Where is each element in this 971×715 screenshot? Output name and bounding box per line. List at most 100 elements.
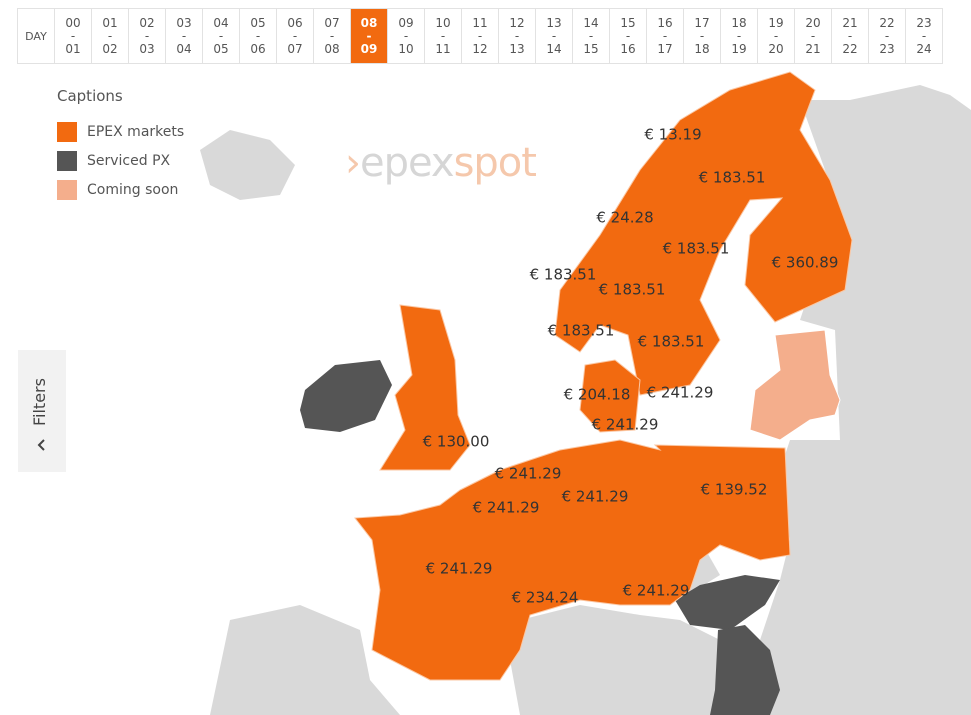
hour-slot[interactable]: 16-17 <box>646 9 683 63</box>
slot-start: 13 <box>546 15 562 30</box>
price-label: € 130.00 <box>423 433 490 451</box>
slot-end: 14 <box>546 41 562 56</box>
slot-end: 05 <box>213 41 229 56</box>
price-label: € 241.29 <box>623 582 690 600</box>
hour-slot[interactable]: 22-23 <box>868 9 905 63</box>
legend-label: Serviced PX <box>87 152 171 169</box>
slot-end: 20 <box>768 41 784 56</box>
hour-slot[interactable]: 12-13 <box>498 9 535 63</box>
slot-separator: - <box>107 28 113 43</box>
hour-slot[interactable]: 02-03 <box>128 9 165 63</box>
slot-start: 18 <box>731 15 747 30</box>
slot-end: 07 <box>287 41 303 56</box>
market-region <box>579 359 641 433</box>
slot-separator: - <box>551 28 557 43</box>
hour-slot[interactable]: 13-14 <box>535 9 572 63</box>
market-region <box>379 304 471 471</box>
slot-start: 03 <box>176 15 192 30</box>
slot-end: 02 <box>102 41 118 56</box>
hour-slot[interactable]: 10-11 <box>424 9 461 63</box>
hour-slot[interactable]: 14-15 <box>572 9 609 63</box>
slot-end: 10 <box>398 41 414 56</box>
hour-slot[interactable]: 06-07 <box>276 9 313 63</box>
hour-slot[interactable]: 23-24 <box>905 9 942 63</box>
hour-slot[interactable]: 18-19 <box>720 9 757 63</box>
hour-slot[interactable]: 08-09 <box>350 9 387 63</box>
price-label: € 183.51 <box>530 266 597 284</box>
serviced-region <box>300 360 392 432</box>
slot-end: 03 <box>139 41 155 56</box>
epex-markets <box>354 71 853 681</box>
slot-separator: - <box>921 28 927 43</box>
price-label: € 234.24 <box>512 589 579 607</box>
slot-start: 22 <box>879 15 895 30</box>
hour-slot[interactable]: 19-20 <box>757 9 794 63</box>
hour-slot[interactable]: 00-01 <box>54 9 91 63</box>
slot-start: 12 <box>509 15 525 30</box>
slot-separator: - <box>366 28 372 43</box>
hour-slot[interactable]: 01-02 <box>91 9 128 63</box>
slot-separator: - <box>588 28 594 43</box>
hour-slot[interactable]: 21-22 <box>831 9 868 63</box>
price-label: € 360.89 <box>772 254 839 272</box>
market-region <box>354 439 791 681</box>
slot-start: 09 <box>398 15 414 30</box>
hour-slot[interactable]: 07-08 <box>313 9 350 63</box>
legend-title: Captions <box>57 87 123 105</box>
slot-start: 16 <box>657 15 673 30</box>
slot-separator: - <box>70 28 76 43</box>
hour-slot[interactable]: 04-05 <box>202 9 239 63</box>
legend-swatch <box>57 150 77 171</box>
price-label: € 183.51 <box>699 169 766 187</box>
slot-separator: - <box>255 28 261 43</box>
legend-swatch <box>57 121 77 142</box>
slot-separator: - <box>329 28 335 43</box>
slot-start: 06 <box>287 15 303 30</box>
slot-start: 23 <box>916 15 932 30</box>
slot-end: 19 <box>731 41 747 56</box>
slot-end: 01 <box>65 41 81 56</box>
price-label: € 241.29 <box>562 488 629 506</box>
legend-item: Coming soon <box>57 175 184 204</box>
hour-slot[interactable]: 11-12 <box>461 9 498 63</box>
price-label: € 241.29 <box>473 499 540 517</box>
slot-separator: - <box>847 28 853 43</box>
price-label: € 139.52 <box>701 481 768 499</box>
legend-label: Coming soon <box>87 181 179 198</box>
slot-end: 15 <box>583 41 599 56</box>
legend-item: EPEX markets <box>57 117 184 146</box>
legend: Captions EPEX markets Serviced PX Coming s… <box>57 87 184 204</box>
hour-slot[interactable]: 17-18 <box>683 9 720 63</box>
price-label: € 183.51 <box>599 281 666 299</box>
chevron-icon <box>37 439 45 451</box>
slot-separator: - <box>403 28 409 43</box>
map-layer: € 13.19 € 183.51 € 24.28 € 183.51 € 360.89 € … <box>200 71 971 715</box>
slot-start: 21 <box>842 15 858 30</box>
hour-slot[interactable]: 20-21 <box>794 9 831 63</box>
filters-tab[interactable]: Filters <box>18 350 66 472</box>
slot-separator: - <box>440 28 446 43</box>
slot-start: 01 <box>102 15 118 30</box>
hour-slot[interactable]: 09-10 <box>387 9 424 63</box>
hour-slot[interactable]: 03-04 <box>165 9 202 63</box>
slot-start: 10 <box>435 15 451 30</box>
logo: ›epexspot <box>345 140 537 186</box>
slot-start: 07 <box>324 15 340 30</box>
slot-start: 14 <box>583 15 599 30</box>
slot-separator: - <box>773 28 779 43</box>
legend-label: EPEX markets <box>87 123 185 140</box>
slot-end: 18 <box>694 41 710 56</box>
slot-end: 12 <box>472 41 488 56</box>
hour-slot[interactable]: 15-16 <box>609 9 646 63</box>
hour-slot[interactable]: 05-06 <box>239 9 276 63</box>
serviced-region <box>675 575 780 630</box>
legend-item: Serviced PX <box>57 146 184 175</box>
logo-text: spot <box>453 140 537 186</box>
slot-separator: - <box>514 28 520 43</box>
slot-end: 17 <box>657 41 673 56</box>
slot-end: 21 <box>805 41 821 56</box>
slot-end: 09 <box>360 41 378 56</box>
slot-separator: - <box>662 28 668 43</box>
day-label: DAY <box>25 29 47 43</box>
slot-end: 24 <box>916 41 932 56</box>
